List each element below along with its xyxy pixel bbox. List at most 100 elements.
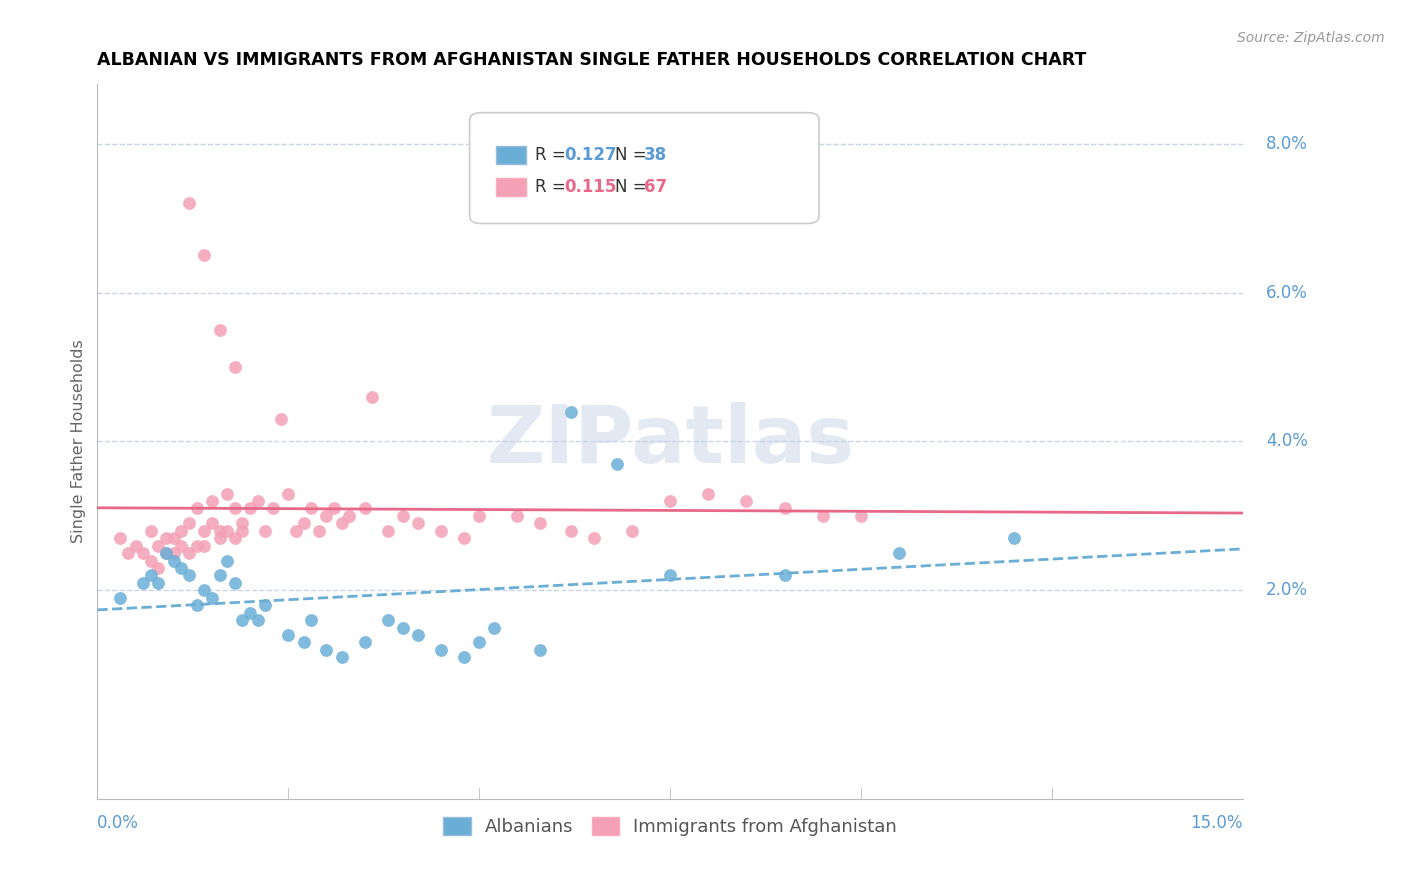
Point (308, 524, 330, 538)
Point (330, 516, 353, 531)
Point (231, 524, 253, 538)
Point (231, 613, 253, 627)
Legend: Albanians, Immigrants from Afghanistan: Albanians, Immigrants from Afghanistan (436, 810, 904, 844)
Point (148, 576, 170, 591)
Point (177, 516, 200, 531)
Point (453, 531, 475, 545)
Point (620, 524, 643, 538)
Point (239, 606, 262, 620)
Point (201, 591, 224, 605)
Point (186, 501, 208, 516)
Text: 8.0%: 8.0% (1265, 135, 1308, 153)
Point (849, 508, 872, 523)
Point (231, 516, 253, 531)
Point (560, 524, 582, 538)
Point (773, 568, 796, 582)
Text: 0.115: 0.115 (565, 178, 617, 196)
Point (217, 486, 239, 500)
Point (606, 457, 628, 471)
Point (391, 508, 413, 523)
Point (560, 405, 582, 419)
Point (124, 539, 146, 553)
Point (193, 583, 215, 598)
Point (353, 635, 375, 649)
Text: 4.0%: 4.0% (1265, 433, 1308, 450)
Point (177, 568, 200, 582)
Point (246, 613, 269, 627)
Point (170, 539, 193, 553)
Point (330, 650, 353, 665)
Point (201, 516, 224, 531)
Text: 38: 38 (644, 146, 666, 164)
Point (208, 531, 231, 545)
Point (186, 539, 208, 553)
Point (773, 501, 796, 516)
Point (284, 524, 307, 538)
Text: N =: N = (614, 146, 652, 164)
Point (132, 546, 155, 560)
Bar (496, 178, 526, 196)
Point (529, 516, 551, 531)
Point (468, 635, 491, 649)
Point (697, 486, 720, 500)
Point (353, 501, 375, 516)
Point (163, 553, 186, 567)
FancyBboxPatch shape (470, 112, 820, 224)
Point (270, 412, 292, 426)
Point (132, 576, 155, 591)
Point (506, 508, 529, 523)
Point (299, 501, 322, 516)
Point (323, 501, 346, 516)
Point (163, 546, 186, 560)
Point (186, 599, 208, 613)
Point (193, 248, 215, 262)
Point (377, 524, 399, 538)
Point (110, 531, 132, 545)
Point (224, 501, 246, 516)
Point (659, 494, 682, 508)
Text: R =: R = (534, 178, 571, 196)
Point (299, 613, 322, 627)
Point (155, 546, 177, 560)
Point (262, 501, 284, 516)
Point (217, 553, 239, 567)
Text: ZIPatlas: ZIPatlas (486, 402, 855, 481)
Point (406, 516, 429, 531)
Point (148, 561, 170, 575)
Point (208, 568, 231, 582)
Text: 0.0%: 0.0% (97, 814, 139, 831)
Text: ALBANIAN VS IMMIGRANTS FROM AFGHANISTAN SINGLE FATHER HOUSEHOLDS CORRELATION CHA: ALBANIAN VS IMMIGRANTS FROM AFGHANISTAN … (97, 51, 1087, 69)
Bar (496, 145, 526, 164)
Point (254, 599, 277, 613)
Point (139, 568, 162, 582)
Point (208, 323, 231, 337)
Point (292, 516, 315, 531)
Point (430, 524, 453, 538)
Point (254, 524, 277, 538)
Point (277, 628, 299, 642)
Point (139, 524, 162, 538)
Point (315, 643, 337, 657)
Point (292, 635, 315, 649)
Point (193, 524, 215, 538)
Point (582, 531, 605, 545)
Point (391, 621, 413, 635)
Point (177, 196, 200, 211)
Point (224, 576, 246, 591)
Text: 67: 67 (644, 178, 666, 196)
Point (208, 524, 231, 538)
Point (155, 546, 177, 560)
Text: 15.0%: 15.0% (1191, 814, 1243, 831)
Point (735, 494, 758, 508)
Text: N =: N = (614, 178, 652, 196)
Point (337, 508, 360, 523)
Point (430, 643, 453, 657)
Point (201, 494, 224, 508)
Point (453, 650, 475, 665)
Point (193, 539, 215, 553)
Point (117, 546, 139, 560)
Point (163, 531, 186, 545)
Point (170, 561, 193, 575)
Point (1002, 531, 1025, 545)
Point (148, 539, 170, 553)
